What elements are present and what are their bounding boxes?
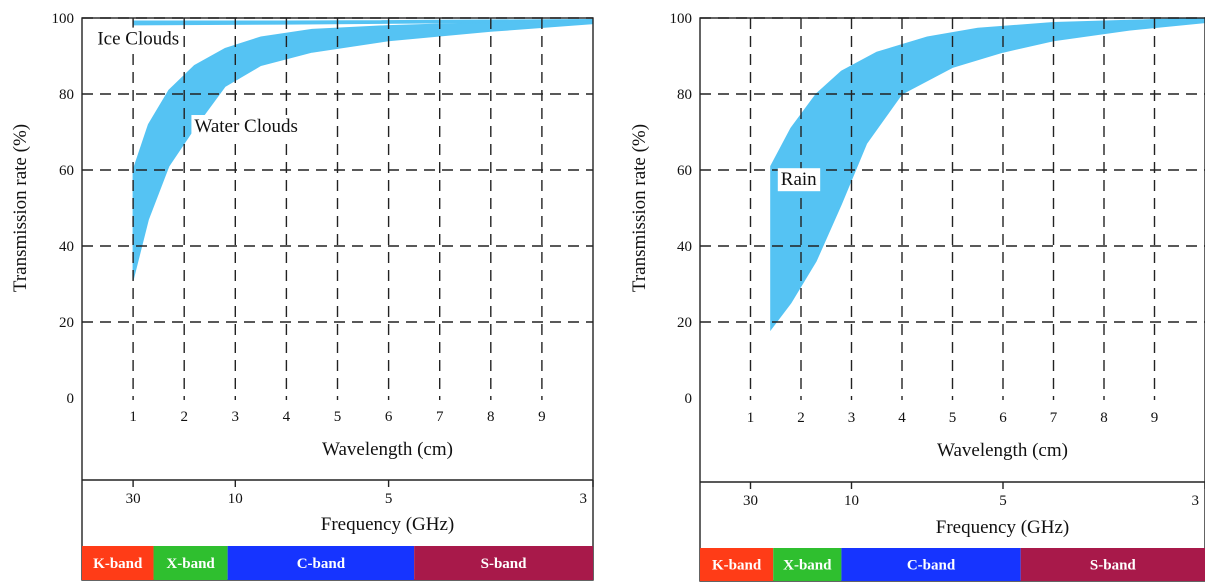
chart-clouds: 0 20 40 60 80 100 Transmission rate (%) 1 2 3 4 5 6 7… — [10, 11, 594, 581]
y-tick-label: 0 — [67, 391, 75, 407]
x-tick-label: 3 — [232, 409, 240, 425]
y-tick-label: 80 — [59, 87, 74, 103]
x-tick-label: 9 — [538, 409, 546, 425]
frequency-tick-label: 3 — [580, 491, 588, 507]
y-tick-label: 60 — [59, 163, 74, 179]
band-label: C-band — [297, 556, 346, 572]
x-axis-title: Wavelength (cm) — [322, 439, 453, 460]
annotation-background — [777, 168, 821, 192]
x-tick-label: 5 — [949, 410, 957, 426]
annotation-label: Ice Clouds — [97, 29, 179, 50]
frequency-axis-title: Frequency (GHz) — [321, 514, 454, 535]
band-x-band — [153, 546, 228, 580]
band-label: X-band — [783, 558, 832, 574]
x-tick-label: 2 — [180, 409, 188, 425]
x-tick-label: 5 — [334, 409, 342, 425]
frequency-tick-label: 30 — [126, 491, 141, 507]
annotation-background — [94, 27, 183, 51]
band-label: S-band — [481, 556, 528, 572]
band-label: C-band — [907, 558, 956, 574]
band-x-band — [773, 548, 842, 581]
x-tick-label: 4 — [898, 410, 906, 426]
x-tick-label: 1 — [129, 409, 137, 425]
x-tick-label: 3 — [848, 410, 856, 426]
band-label: S-band — [1090, 558, 1137, 574]
x-tick-label: 9 — [1151, 410, 1159, 426]
band-label: X-band — [166, 556, 215, 572]
y-tick-label: 20 — [677, 315, 692, 331]
series-rain — [770, 17, 1205, 332]
x-tick-label: 1 — [747, 410, 755, 426]
frequency-tick-label: 5 — [385, 491, 393, 507]
y-tick-label: 0 — [685, 391, 693, 407]
y-tick-label: 40 — [677, 239, 692, 255]
y-tick-label: 60 — [677, 163, 692, 179]
band-s-band — [1020, 548, 1205, 581]
x-axis-title: Wavelength (cm) — [937, 440, 1068, 461]
y-axis-title: Transmission rate (%) — [10, 124, 31, 292]
y-tick-label: 100 — [52, 11, 75, 27]
frequency-axis-title: Frequency (GHz) — [936, 517, 1069, 538]
x-tick-label: 8 — [1100, 410, 1108, 426]
band-s-band — [414, 546, 593, 580]
annotation-background — [191, 115, 301, 138]
band-c-band — [841, 548, 1021, 581]
annotation-label: Water Clouds — [194, 116, 297, 137]
x-tick-label: 6 — [385, 409, 393, 425]
band-k-band — [700, 548, 774, 581]
frequency-tick-label: 3 — [1192, 493, 1200, 509]
band-k-band — [82, 546, 154, 580]
x-tick-label: 8 — [487, 409, 495, 425]
series-water-clouds — [132, 19, 594, 281]
frequency-tick-label: 5 — [999, 493, 1007, 509]
x-tick-label: 2 — [797, 410, 805, 426]
y-tick-label: 100 — [670, 11, 693, 27]
band-label: K-band — [93, 556, 143, 572]
y-axis-title: Transmission rate (%) — [629, 124, 650, 292]
frequency-tick-label: 30 — [743, 493, 758, 509]
chart-rain: 0 20 40 60 80 100 Transmission rate (%) 1 2 3 4 5 6 7… — [629, 11, 1205, 582]
y-tick-label: 20 — [59, 315, 74, 331]
frequency-tick-label: 10 — [844, 493, 859, 509]
band-label: K-band — [712, 558, 762, 574]
frequency-tick-label: 10 — [228, 491, 243, 507]
x-tick-label: 7 — [1050, 410, 1058, 426]
x-tick-label: 7 — [436, 409, 444, 425]
y-tick-label: 40 — [59, 239, 74, 255]
annotation-label: Rain — [781, 169, 817, 190]
y-tick-label: 80 — [677, 87, 692, 103]
x-tick-label: 6 — [999, 410, 1007, 426]
band-c-band — [227, 546, 415, 580]
x-tick-label: 4 — [283, 409, 291, 425]
